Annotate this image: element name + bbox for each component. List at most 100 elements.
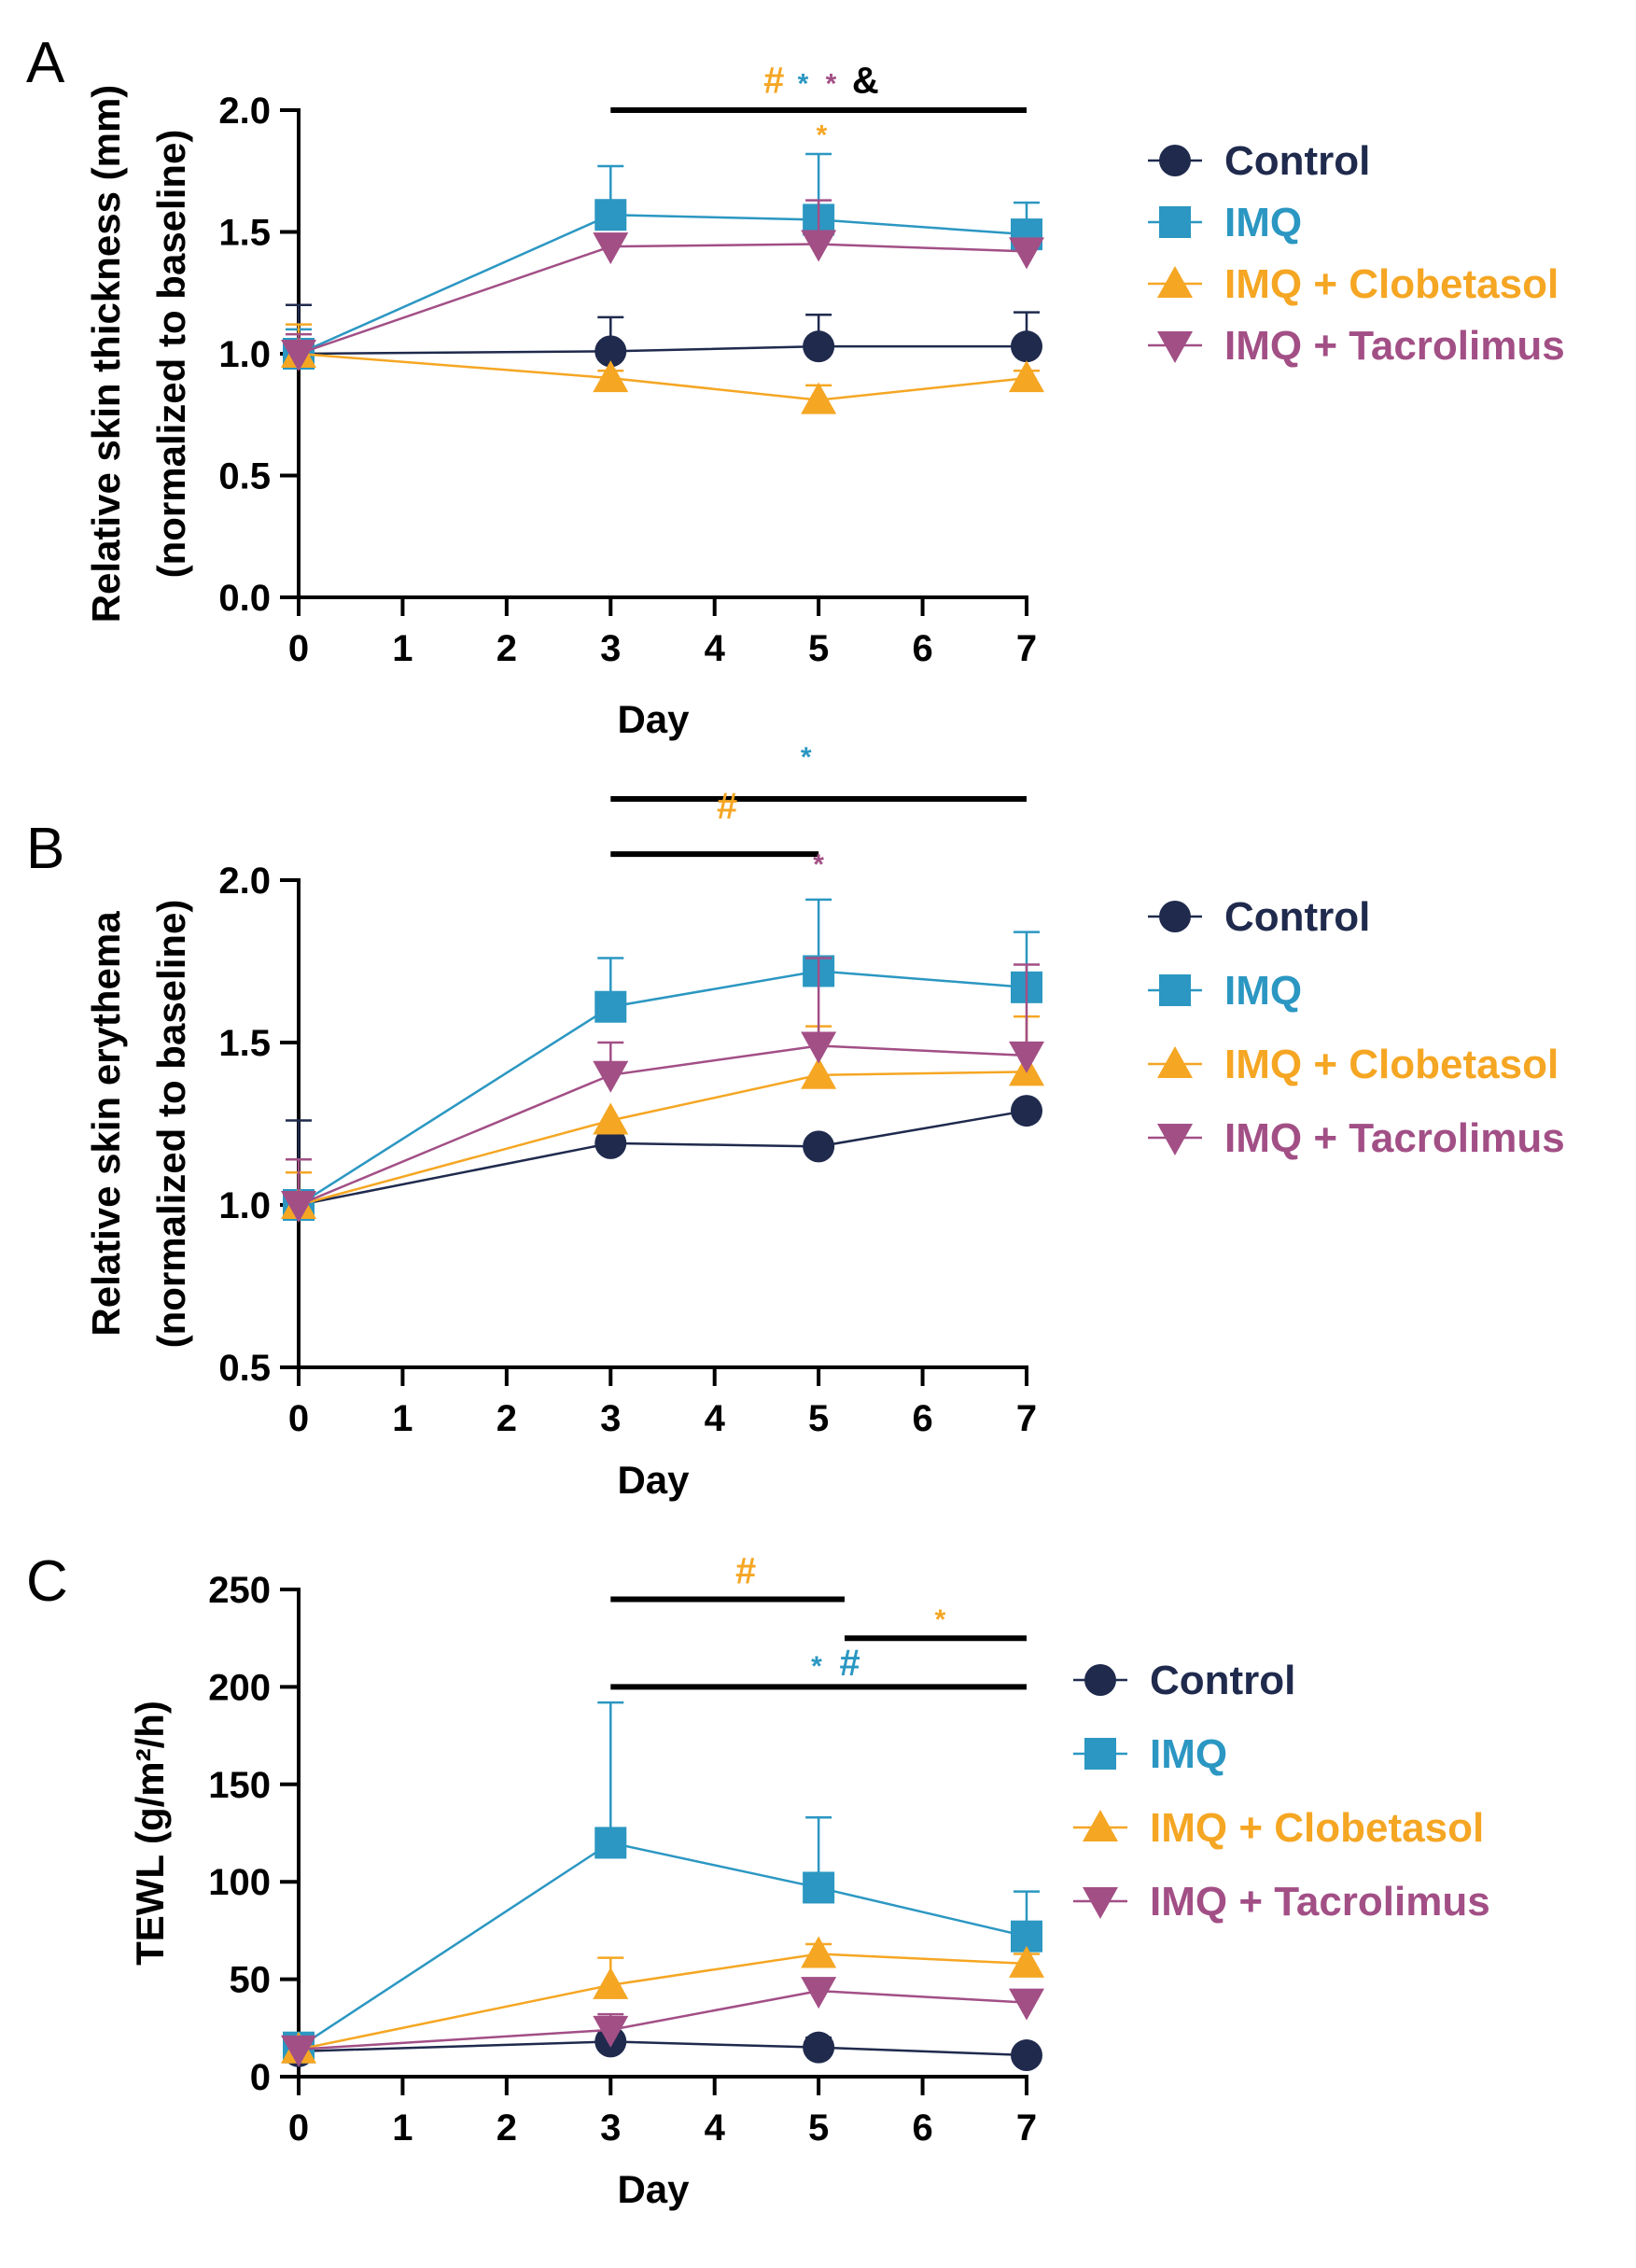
panel-letter: A bbox=[26, 31, 65, 95]
legend-item: IMQ + Clobetasol bbox=[1148, 261, 1559, 307]
legend-marker bbox=[1159, 206, 1191, 238]
legend-item: Control bbox=[1073, 1658, 1295, 1703]
data-point bbox=[594, 1127, 627, 1159]
legend-label: IMQ + Tacrolimus bbox=[1150, 1879, 1490, 1925]
chart-panel-c: C 0 50 100 150 200 250 0 1 2 3 4 5 6 7 Day TEWL (g/m²/h)… bbox=[26, 1549, 1490, 2211]
data-point bbox=[281, 340, 316, 371]
legend-label: IMQ + Clobetasol bbox=[1224, 261, 1559, 307]
x-tick-label: 4 bbox=[705, 2107, 726, 2149]
data-point bbox=[803, 1871, 835, 1904]
legend-marker bbox=[1084, 1738, 1116, 1770]
data-point bbox=[594, 199, 627, 231]
significance-mark: # bbox=[717, 786, 737, 827]
legend: Control IMQ IMQ + Clobetasol IMQ + Tacrolim… bbox=[1148, 894, 1565, 1161]
y-tick-label: 2.0 bbox=[218, 861, 271, 902]
y-tick-label: 0.5 bbox=[218, 456, 271, 497]
series-imq-clobetasol bbox=[281, 1015, 1044, 1219]
legend-label: IMQ + Clobetasol bbox=[1150, 1805, 1484, 1851]
x-tick-label: 2 bbox=[496, 2107, 517, 2149]
legend-item: IMQ + Tacrolimus bbox=[1148, 1115, 1565, 1161]
data-point bbox=[594, 335, 627, 368]
y-tick-label: 0.0 bbox=[218, 578, 271, 619]
series-line bbox=[298, 1841, 1028, 2049]
legend-label: Control bbox=[1150, 1658, 1295, 1703]
data-point bbox=[801, 1977, 837, 2009]
data-point bbox=[593, 232, 629, 265]
x-tick-label: 3 bbox=[600, 628, 621, 669]
data-point bbox=[594, 1827, 627, 1859]
legend-label: IMQ bbox=[1150, 1731, 1227, 1777]
data-point bbox=[801, 1936, 837, 1968]
y-tick-label: 150 bbox=[208, 1765, 271, 1806]
legend: Control IMQ IMQ + Clobetasol IMQ + Tacrolim… bbox=[1148, 138, 1565, 369]
data-point bbox=[1009, 360, 1044, 393]
significance-mark: * bbox=[813, 849, 824, 880]
y-axis-title: TEWL (g/m²/h) bbox=[128, 1701, 172, 1966]
data-point bbox=[1009, 1988, 1044, 2021]
series-line bbox=[298, 1044, 1028, 1207]
series-line bbox=[298, 1953, 1028, 2051]
series-imq bbox=[283, 152, 1042, 370]
legend-item: IMQ bbox=[1148, 968, 1302, 1014]
data-point bbox=[593, 1102, 629, 1135]
legend: Control IMQ IMQ + Clobetasol IMQ + Tacrolim… bbox=[1073, 1658, 1490, 1925]
data-point bbox=[801, 230, 837, 262]
x-tick-label: 1 bbox=[392, 2107, 412, 2149]
x-tick-label: 5 bbox=[808, 2107, 829, 2149]
legend-marker bbox=[1157, 1124, 1193, 1155]
y-axis-subtitle: (normalized to baseline) bbox=[149, 900, 193, 1349]
significance-mark: & bbox=[852, 61, 879, 102]
data-point bbox=[801, 382, 837, 414]
data-point bbox=[1011, 2039, 1042, 2072]
x-tick-label: 6 bbox=[912, 628, 932, 669]
legend-label: Control bbox=[1224, 894, 1370, 940]
series-control bbox=[283, 303, 1042, 370]
series-line bbox=[298, 344, 1027, 356]
series-imq-tacrolimus bbox=[281, 1977, 1044, 2067]
x-tick-label: 6 bbox=[912, 1398, 932, 1439]
x-tick-label: 2 bbox=[496, 628, 517, 669]
legend-marker bbox=[1083, 1887, 1118, 1919]
data-point bbox=[281, 2035, 316, 2067]
y-tick-label: 1.5 bbox=[218, 1023, 271, 1064]
data-point bbox=[593, 360, 629, 393]
significance-mark: * bbox=[817, 120, 828, 151]
series-imq bbox=[283, 1701, 1042, 2064]
series-line bbox=[298, 352, 1028, 401]
x-axis-title: Day bbox=[617, 2167, 690, 2211]
x-tick-label: 0 bbox=[288, 1398, 309, 1439]
legend-label: IMQ + Tacrolimus bbox=[1224, 323, 1565, 369]
chart-panel-a: A 0.0 0.5 1.0 1.5 2.0 0 1 2 3 4 5 6 7 Day Relative skin… bbox=[26, 31, 1565, 741]
data-point bbox=[593, 1967, 629, 1999]
data-point bbox=[1011, 1095, 1042, 1127]
legend-item: IMQ + Clobetasol bbox=[1148, 1042, 1559, 1087]
x-tick-label: 5 bbox=[808, 1398, 829, 1439]
x-tick-label: 1 bbox=[392, 1398, 412, 1439]
series-imq-tacrolimus bbox=[281, 957, 1044, 1223]
y-tick-label: 0 bbox=[250, 2057, 271, 2098]
data-point bbox=[801, 1057, 837, 1089]
panel-letter: B bbox=[26, 817, 64, 881]
x-axis-title: Day bbox=[617, 697, 690, 741]
x-tick-label: 7 bbox=[1016, 628, 1037, 669]
legend-label: IMQ bbox=[1224, 200, 1302, 245]
legend-item: IMQ + Tacrolimus bbox=[1073, 1879, 1490, 1925]
x-tick-label: 6 bbox=[912, 2107, 932, 2149]
series-line bbox=[298, 243, 1028, 356]
y-tick-label: 2.0 bbox=[218, 91, 271, 132]
series-imq-clobetasol bbox=[281, 323, 1044, 414]
legend-marker bbox=[1159, 901, 1191, 932]
series-control bbox=[283, 2025, 1042, 2072]
y-axis-title: Relative skin thickness (mm) bbox=[84, 85, 128, 623]
y-tick-label: 100 bbox=[208, 1862, 271, 1903]
y-tick-label: 50 bbox=[230, 1960, 272, 2001]
series-line bbox=[298, 213, 1028, 356]
legend-marker bbox=[1157, 331, 1193, 363]
y-axis-title: Relative skin erythema bbox=[84, 911, 128, 1337]
x-tick-label: 5 bbox=[808, 628, 829, 669]
chart-panel-b: B 0.5 1.0 1.5 2.0 0 1 2 3 4 5 6 7 Day Relative skin er… bbox=[26, 742, 1565, 1502]
y-tick-label: 0.5 bbox=[218, 1348, 271, 1389]
significance-mark: # bbox=[763, 61, 784, 102]
data-point bbox=[803, 1130, 835, 1163]
significance-mark: * bbox=[811, 1651, 822, 1682]
